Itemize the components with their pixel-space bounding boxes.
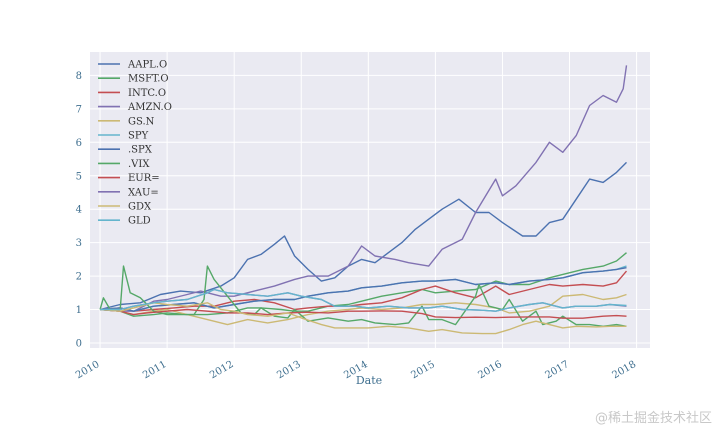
- y-tick-label: 3: [76, 238, 82, 249]
- x-tick-label: 2016: [476, 359, 504, 381]
- watermark: @稀土掘金技术社区: [594, 411, 712, 426]
- legend: AAPL.O MSFT.O INTC.O AMZN.O GS.N SPY .SPX .VIX E…: [98, 60, 172, 227]
- y-tick-label: 8: [76, 71, 82, 82]
- x-tick-label: 2018: [611, 359, 639, 381]
- y-tick-label: 5: [76, 171, 82, 182]
- legend-label: AAPL.O: [127, 60, 167, 71]
- y-tick-label: 6: [76, 138, 82, 149]
- legend-label: .SPX: [128, 145, 153, 156]
- legend-label: GLD: [128, 216, 151, 227]
- x-axis-label: Date: [356, 374, 382, 387]
- series-line-aapl-o: [99, 161, 627, 311]
- grid: [90, 52, 650, 348]
- y-tick-label: 1: [76, 305, 82, 316]
- series-line-intc-o: [100, 270, 628, 312]
- x-tick-label: 2015: [409, 359, 437, 381]
- legend-label: GS.N: [128, 116, 155, 127]
- y-tick-label: 0: [76, 338, 82, 349]
- x-tick-label: 2017: [543, 359, 571, 381]
- series-line-gld: [100, 288, 627, 312]
- series-line-amzn-o: [100, 65, 628, 312]
- y-tick-label: 4: [76, 205, 82, 216]
- legend-label: MSFT.O: [128, 74, 169, 85]
- y-tick-label: 7: [76, 104, 82, 115]
- legend-label: XAU=: [128, 187, 159, 198]
- legend-label: .VIX: [128, 159, 150, 170]
- legend-label: SPY: [128, 131, 149, 142]
- x-tick-label: 2013: [275, 359, 303, 381]
- legend-label: EUR=: [128, 173, 160, 184]
- legend-label: INTC.O: [128, 88, 166, 99]
- series-line-eur: [100, 308, 627, 319]
- series-layer: [99, 65, 628, 335]
- series-line-spx: [100, 267, 627, 312]
- x-tick-label: 2011: [141, 359, 169, 381]
- series-line-gdx: [100, 302, 627, 335]
- series-line-vix: [99, 265, 627, 327]
- x-tick-label: 2010: [74, 359, 102, 381]
- legend-label: GDX: [128, 202, 152, 213]
- y-tick-label: 2: [76, 272, 82, 283]
- x-tick-label: 2012: [208, 359, 236, 381]
- legend-label: AMZN.O: [127, 102, 172, 113]
- y-axis-ticks: 0 1 2 3 4 5 6 7 8: [76, 71, 82, 350]
